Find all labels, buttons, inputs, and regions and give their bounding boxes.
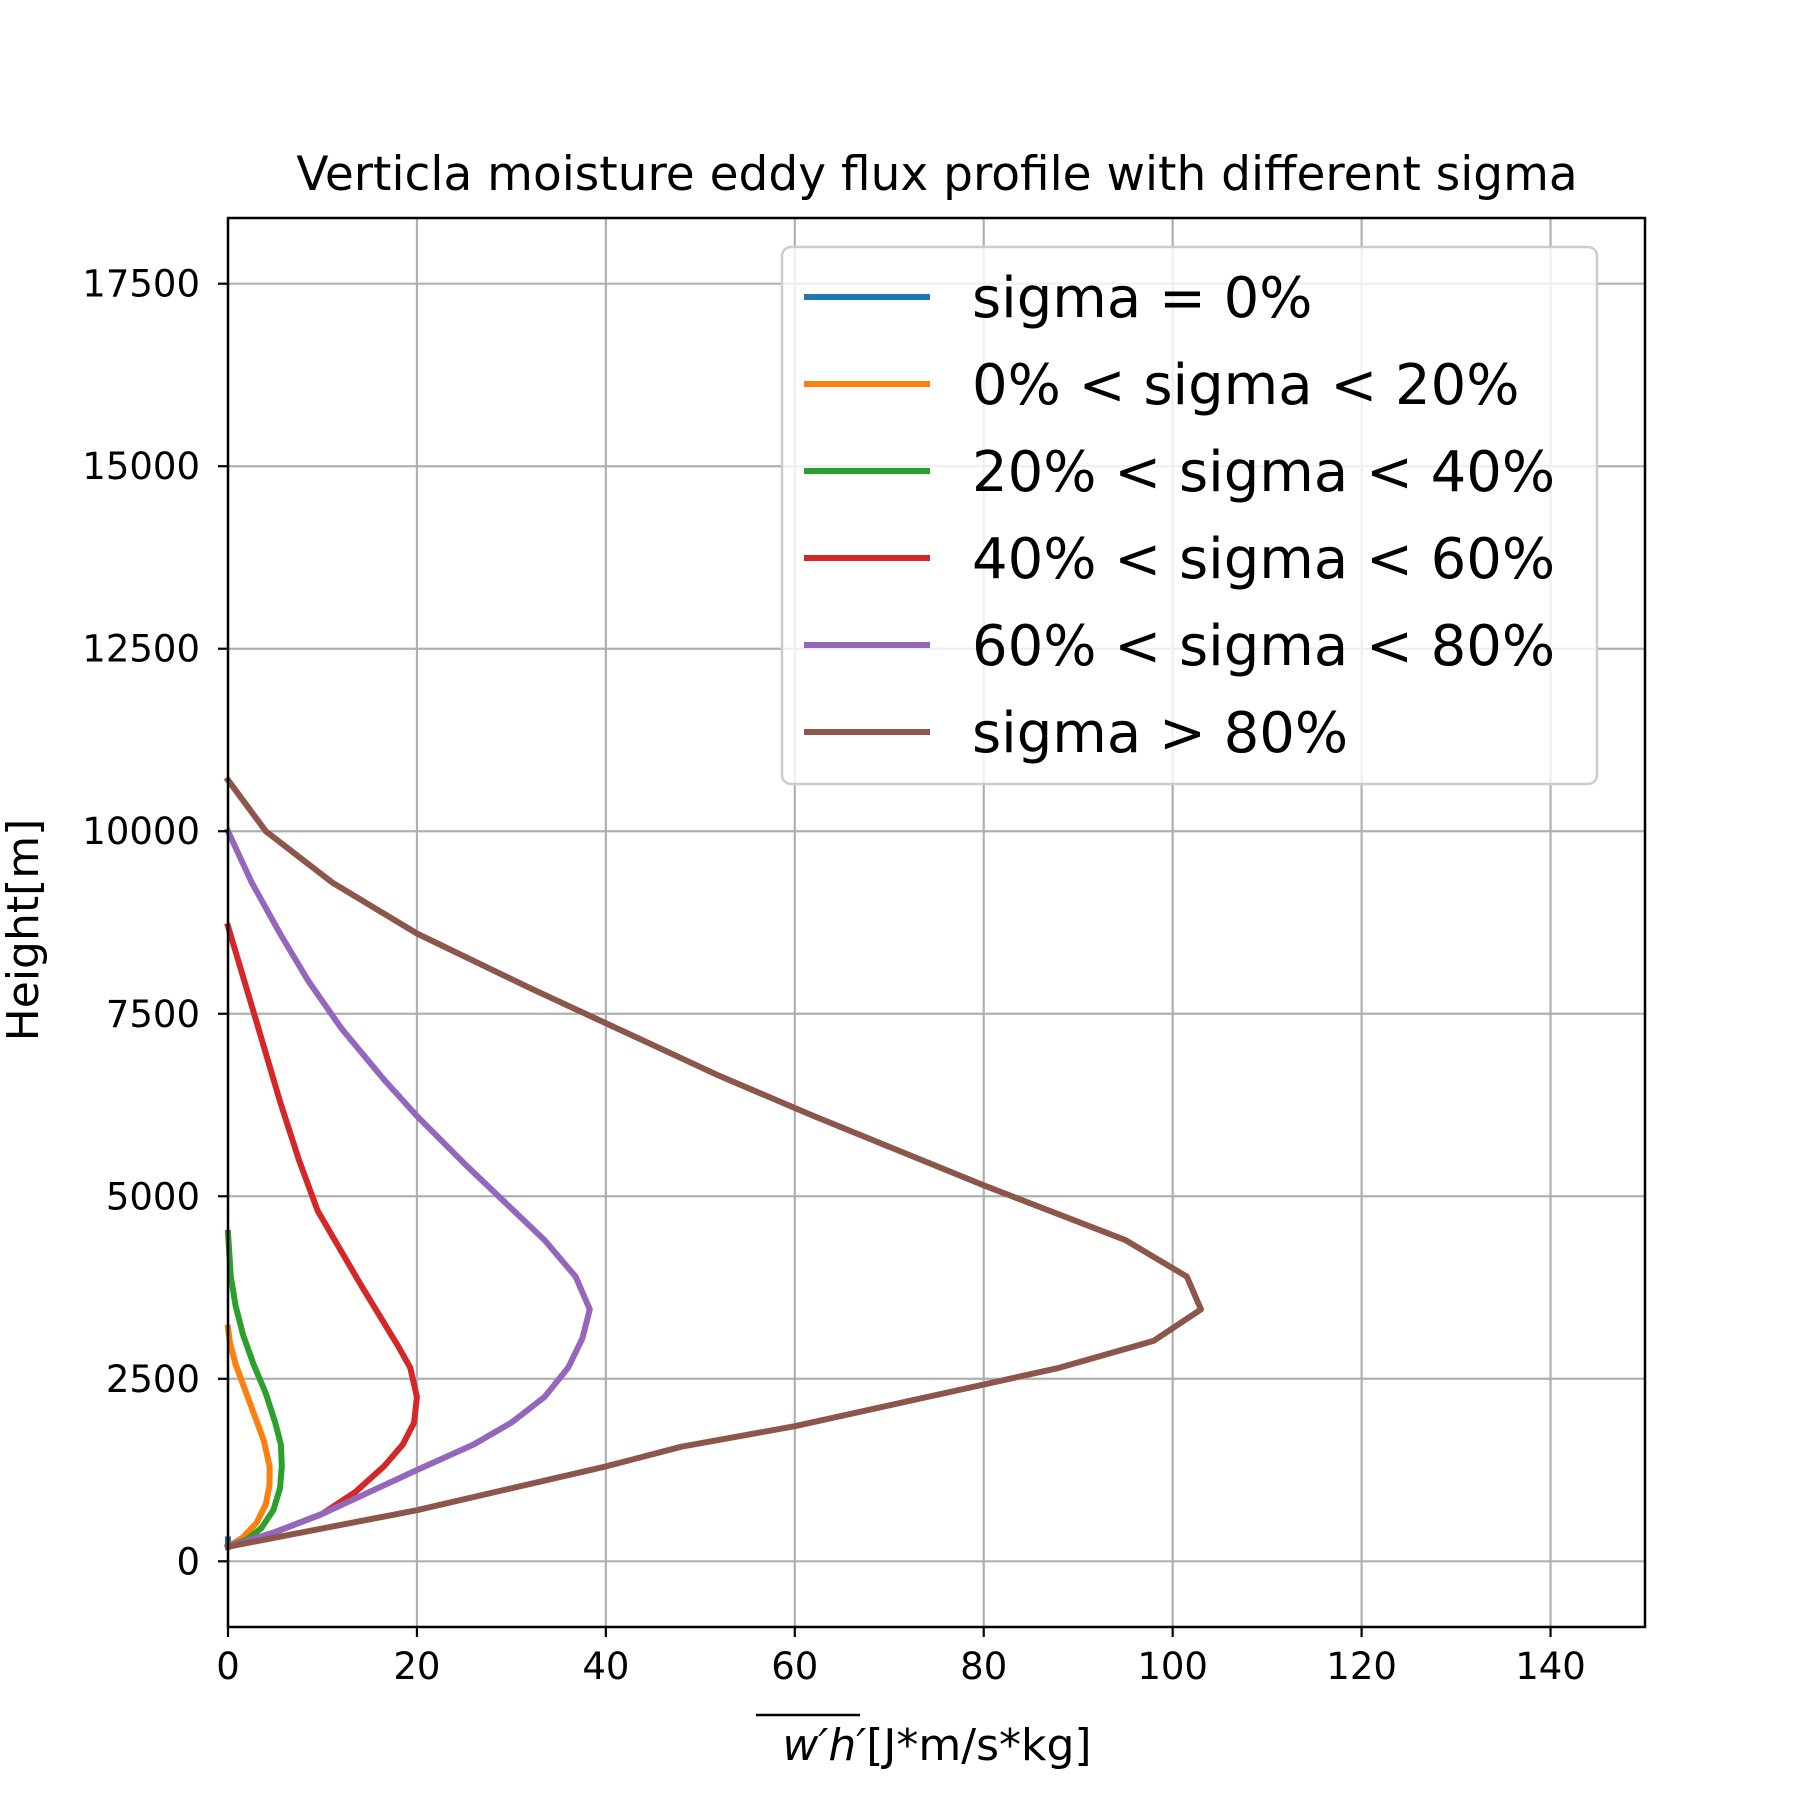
x-tick-label: 40 [582,1645,629,1688]
x-axis-label-overline-part: w′h′ [782,1720,866,1771]
y-tick-label: 10000 [82,810,200,853]
y-tick-label: 0 [176,1540,200,1583]
legend-label: 60% < sigma < 80% [972,614,1555,679]
legend-box [780,245,1599,786]
legend-label: 0% < sigma < 20% [972,353,1520,418]
axes-frame [226,216,1647,1629]
x-axis-label-unit: [J*m/s*kg] [866,1720,1091,1771]
y-axis-label: Height[m] [0,819,49,1042]
series-line-4 [224,827,593,1551]
y-tick-label: 17500 [82,263,200,306]
series-lines [223,775,1204,1551]
y-tick-label: 12500 [82,628,200,671]
y-tick-label: 5000 [106,1175,200,1218]
legend-label: 40% < sigma < 60% [972,527,1555,592]
legend-label: sigma = 0% [972,266,1313,331]
x-axis-label: w′h′[J*m/s*kg] [756,1713,1092,1771]
series-line-2 [224,1229,285,1551]
legend: sigma = 0% 0% < sigma < 20% 20% < sigma < … [780,245,1599,786]
y-tick-label: 7500 [106,993,200,1036]
x-tick-label: 60 [771,1645,818,1688]
x-tick-label: 100 [1137,1645,1208,1688]
series-line-5 [223,775,1204,1551]
legend-label: sigma > 80% [972,701,1348,766]
x-tick-label: 140 [1515,1645,1586,1688]
y-tick-label: 2500 [106,1358,200,1401]
chart-title: Verticla moisture eddy flux profile with… [296,147,1577,202]
x-tick-label: 20 [393,1645,440,1688]
y-tick-label: 15000 [82,445,200,488]
axis-ticks: 0 20 40 60 80 100 120 140 0 2500 5000 7500 10000 1250… [82,263,1586,1688]
x-axis-label-text: w′h′[J*m/s*kg] [782,1720,1091,1771]
legend-label: 20% < sigma < 40% [972,440,1555,505]
x-tick-label: 0 [216,1645,240,1688]
x-tick-label: 80 [960,1645,1007,1688]
series-line-1 [223,1324,273,1551]
x-tick-label: 120 [1326,1645,1397,1688]
